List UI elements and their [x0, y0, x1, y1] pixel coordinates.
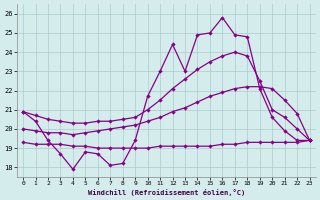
X-axis label: Windchill (Refroidissement éolien,°C): Windchill (Refroidissement éolien,°C) — [88, 189, 245, 196]
